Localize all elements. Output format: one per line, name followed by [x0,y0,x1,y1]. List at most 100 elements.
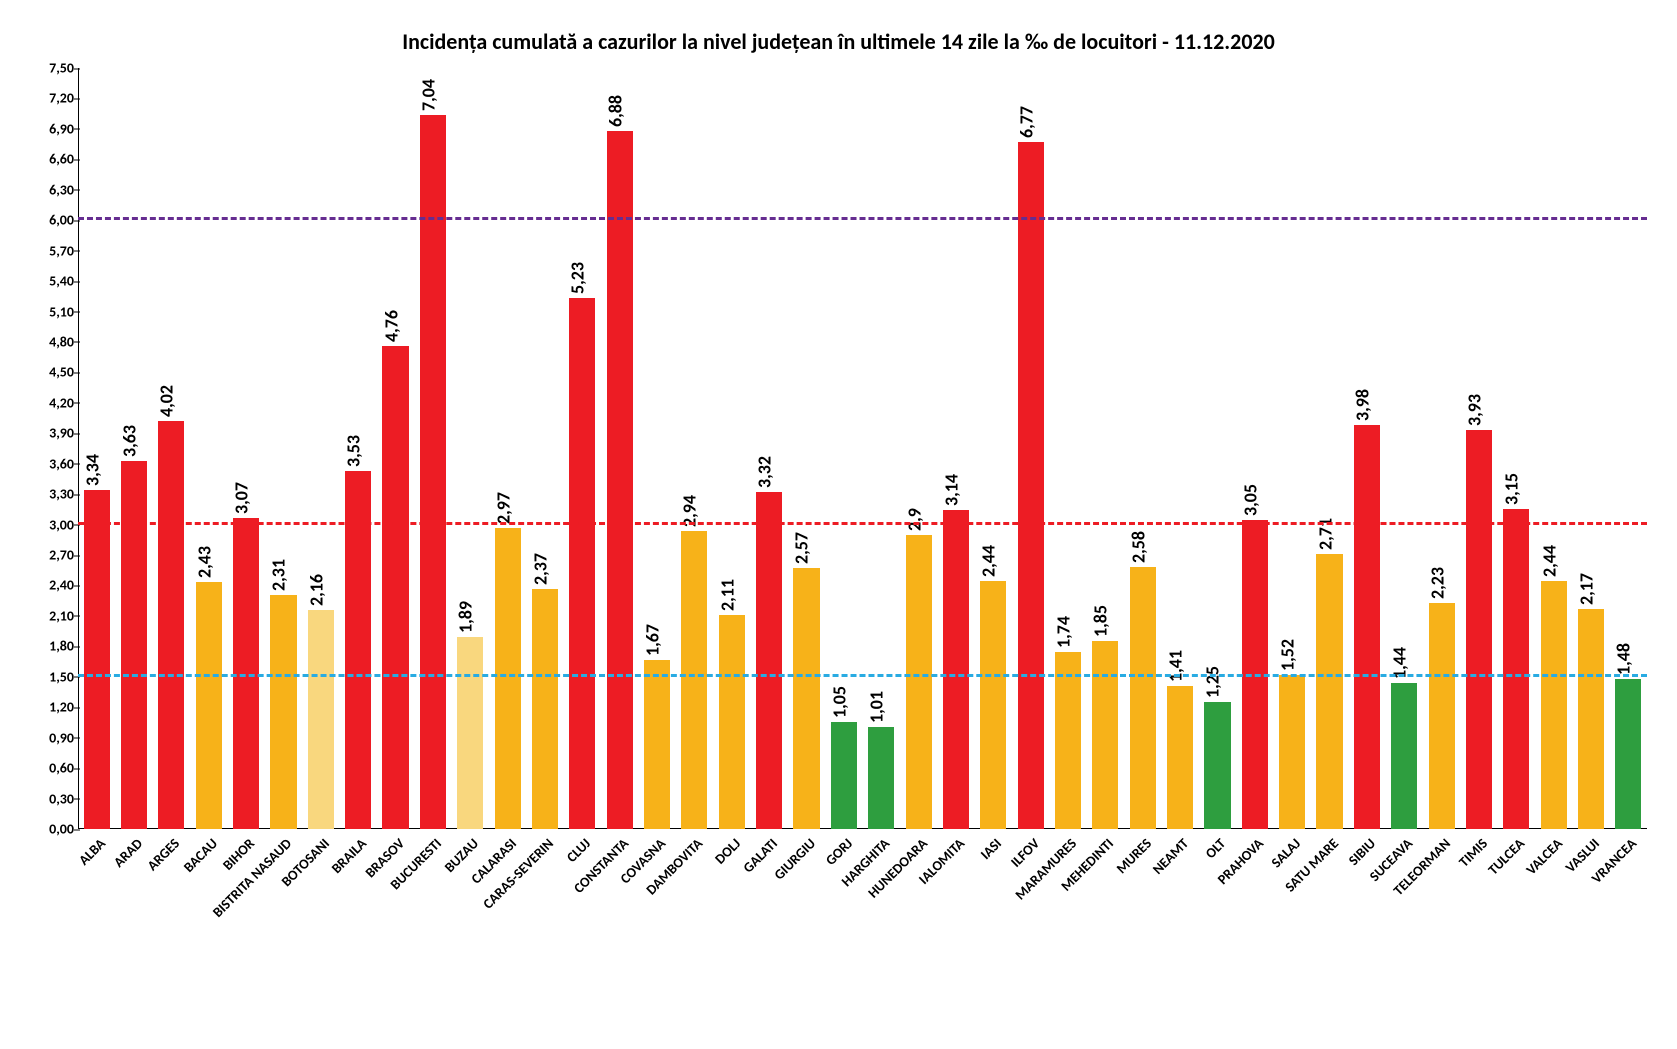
x-category-label: ARAD [110,835,146,871]
chart-title: Incidența cumulată a cazurilor la nivel … [20,28,1657,55]
x-slot: DAMBOVITA [676,829,713,1029]
y-tick: 3,30 [24,486,74,503]
y-tick: 6,90 [24,120,74,137]
y-tick: 5,70 [24,242,74,259]
bar: 3,63 [121,461,147,829]
bar: 1,89 [457,637,483,829]
threshold-line [78,522,1647,525]
bar-value-label: 2,17 [1575,573,1597,605]
x-slot: TELEORMAN [1423,829,1460,1029]
bar-slot: 3,32 [750,68,787,829]
bar-value-label: 3,15 [1501,473,1523,505]
bar: 2,58 [1130,567,1156,829]
bar-value-label: 3,98 [1351,389,1373,421]
bar-value-label: 2,31 [268,559,290,591]
bar-slot: 4,02 [153,68,190,829]
bar-slot: 1,25 [1199,68,1236,829]
bar-slot: 2,57 [788,68,825,829]
bar-value-label: 2,44 [978,545,1000,577]
bar-value-label: 1,41 [1164,650,1186,682]
y-tick: 4,80 [24,333,74,350]
bar-value-label: 2,97 [492,492,514,524]
bar: 3,15 [1503,509,1529,829]
bar: 1,74 [1055,652,1081,829]
bar-slot: 2,11 [713,68,750,829]
bar-slot: 3,98 [1348,68,1385,829]
bars-container: 3,343,634,022,433,072,312,163,534,767,04… [78,68,1647,829]
bar-value-label: 3,93 [1463,394,1485,426]
bar: 5,23 [569,298,595,829]
incidence-chart: Incidența cumulată a cazurilor la nivel … [20,20,1657,1029]
bar: 1,48 [1615,679,1641,829]
x-slot: NEAMT [1161,829,1198,1029]
plot-area: 3,343,634,022,433,072,312,163,534,767,04… [78,68,1647,829]
bar-slot: 3,05 [1236,68,1273,829]
bar-slot: 2,31 [265,68,302,829]
bar: 7,04 [420,115,446,829]
bar-value-label: 6,88 [604,95,626,127]
bar-value-label: 3,07 [230,481,252,513]
bar: 1,67 [644,660,670,829]
bar-slot: 1,89 [452,68,489,829]
bar-slot: 1,67 [638,68,675,829]
threshold-line [78,217,1647,220]
bar-slot: 2,94 [676,68,713,829]
bar: 1,05 [831,722,857,829]
bar: 3,93 [1466,430,1492,829]
bar-slot: 1,85 [1087,68,1124,829]
y-tick: 1,80 [24,638,74,655]
y-tick: 1,50 [24,668,74,685]
x-category-label: DOLJ [711,835,744,868]
bar-value-label: 2,37 [529,553,551,585]
bar: 6,77 [1018,142,1044,829]
bar-slot: 3,53 [340,68,377,829]
bar-slot: 3,93 [1460,68,1497,829]
y-tick: 5,10 [24,303,74,320]
bar-value-label: 5,23 [567,262,589,294]
x-slot: IASI [975,829,1012,1029]
y-tick: 6,30 [24,181,74,198]
bar-value-label: 2,9 [903,508,925,531]
bar: 3,14 [943,510,969,829]
y-tick: 0,00 [24,821,74,838]
bar: 1,41 [1167,686,1193,829]
y-tick: 3,60 [24,455,74,472]
bar-slot: 2,37 [526,68,563,829]
bar-slot: 1,44 [1386,68,1423,829]
y-tick: 3,90 [24,425,74,442]
bar: 1,85 [1092,641,1118,829]
bar-value-label: 2,44 [1538,545,1560,577]
bar-slot: 2,44 [975,68,1012,829]
x-slot: CARAS-SEVERIN [526,829,563,1029]
bar-slot: 2,71 [1311,68,1348,829]
y-tick: 7,50 [24,60,74,77]
bar-slot: 1,48 [1610,68,1647,829]
x-slot: VRANCEA [1610,829,1647,1029]
bar-slot: 1,52 [1274,68,1311,829]
bar-slot: 3,63 [115,68,152,829]
y-tick: 2,70 [24,547,74,564]
bar-slot: 1,01 [863,68,900,829]
x-category-label: IASI [977,835,1005,863]
y-tick: 2,10 [24,607,74,624]
bar-value-label: 2,23 [1426,567,1448,599]
bar: 2,44 [980,581,1006,829]
bar-value-label: 3,05 [1239,484,1261,516]
bar-value-label: 2,11 [716,579,738,611]
bar-slot: 2,23 [1423,68,1460,829]
x-slot: GIURGIU [788,829,825,1029]
bar-slot: 1,05 [825,68,862,829]
bar-slot: 7,04 [414,68,451,829]
y-tick: 0,30 [24,790,74,807]
bar-value-label: 1,89 [455,601,477,633]
bar-slot: 2,58 [1124,68,1161,829]
bar-slot: 2,16 [302,68,339,829]
bar: 2,11 [719,615,745,829]
y-tick: 6,00 [24,212,74,229]
bar: 2,44 [1541,581,1567,829]
x-category-label: CLUJ [564,835,595,866]
bar-value-label: 1,05 [828,686,850,718]
x-category-label: ALBA [75,835,109,869]
bar-slot: 1,74 [1049,68,1086,829]
bar-slot: 3,07 [227,68,264,829]
